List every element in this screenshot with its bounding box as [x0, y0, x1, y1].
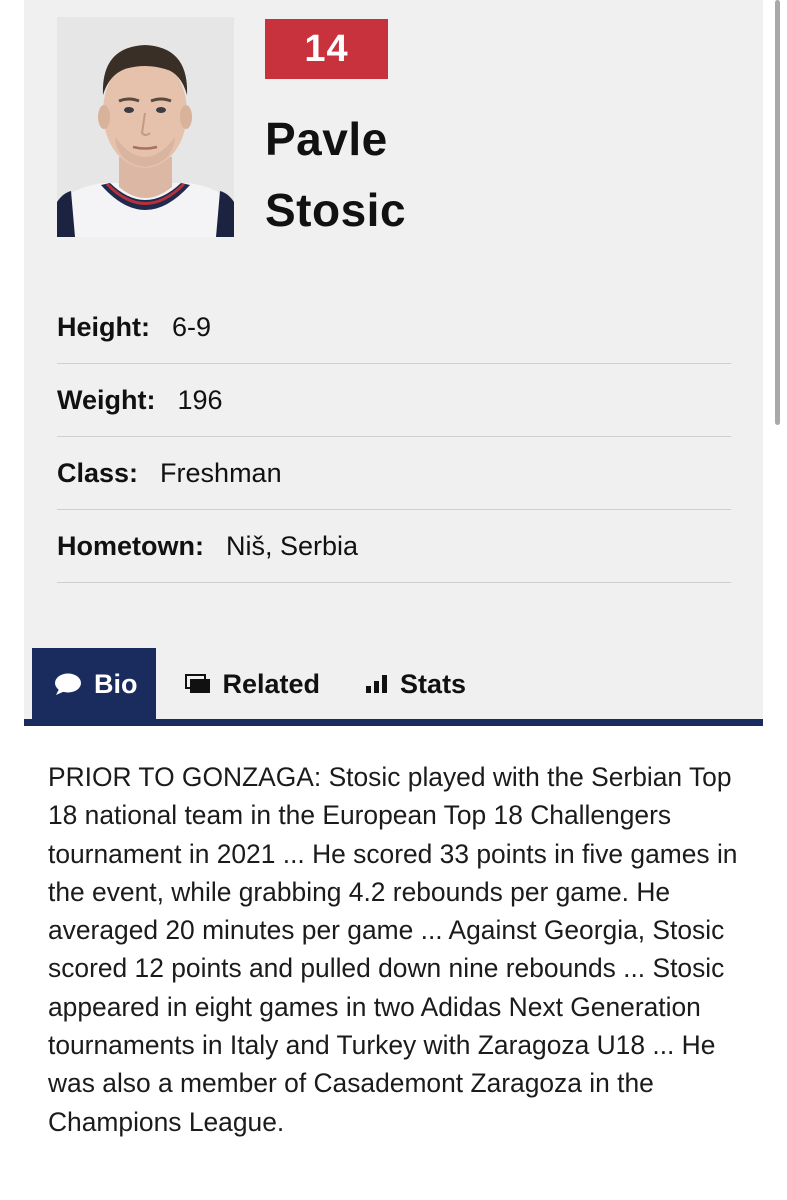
info-row-height: Height: 6-9 [57, 291, 731, 364]
tab-divider [24, 719, 763, 726]
bio-text: PRIOR TO GONZAGA: Stosic played with the… [48, 762, 738, 1137]
profile-tabs: Bio Related Stats [32, 648, 466, 720]
bar-chart-icon [366, 675, 388, 693]
player-first-name: Pavle [265, 113, 388, 165]
gallery-icon [184, 674, 211, 694]
info-row-weight: Weight: 196 [57, 364, 731, 437]
chat-bubble-icon [54, 672, 82, 696]
info-row-hometown: Hometown: Niš, Serbia [57, 510, 731, 583]
info-value: Niš, Serbia [225, 530, 359, 561]
tab-label: Bio [94, 668, 138, 699]
info-value: Freshman [160, 457, 282, 488]
info-label: Weight: [57, 384, 156, 415]
info-row-class: Class: Freshman [57, 437, 731, 510]
tab-bio[interactable]: Bio [32, 648, 156, 720]
player-last-name: Stosic [265, 184, 407, 236]
tab-related[interactable]: Related [184, 648, 321, 720]
info-value: 6-9 [171, 311, 212, 342]
info-label: Hometown: [57, 530, 204, 561]
tab-label: Stats [400, 668, 467, 699]
player-info-list: Height: 6-9 Weight: 196 Class: Freshman … [57, 291, 731, 583]
jersey-number-badge: 14 [265, 19, 388, 79]
info-value: 196 [177, 384, 223, 415]
info-label: Height: [57, 311, 150, 342]
tab-stats[interactable]: Stats [366, 648, 466, 720]
player-photo [57, 17, 234, 237]
tab-label: Related [222, 668, 321, 699]
player-card: 14 Pavle Stosic Height: 6-9 Weight: 196 … [24, 0, 763, 720]
scrollbar[interactable] [775, 0, 780, 425]
info-label: Class: [57, 457, 139, 488]
